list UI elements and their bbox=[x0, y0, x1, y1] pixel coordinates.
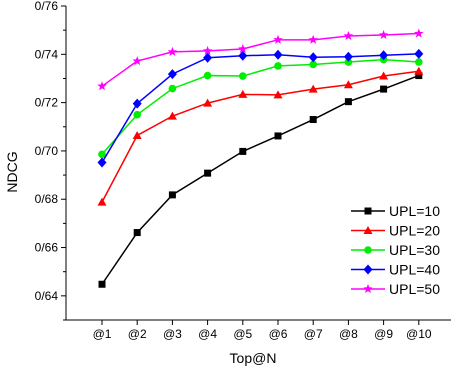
legend-item: UPL=30 bbox=[351, 242, 440, 258]
x-tick-label: @6 bbox=[269, 327, 288, 341]
legend-marker bbox=[364, 246, 372, 254]
legend-label: UPL=50 bbox=[389, 281, 440, 297]
x-tick-label: @2 bbox=[128, 327, 147, 341]
series-upl-50 bbox=[97, 28, 424, 91]
data-point bbox=[239, 72, 247, 80]
data-point bbox=[168, 191, 176, 199]
data-point bbox=[168, 84, 177, 93]
legend-item: UPL=50 bbox=[351, 281, 440, 297]
legend-label: UPL=40 bbox=[389, 262, 440, 278]
data-point bbox=[343, 30, 354, 40]
series-line bbox=[101, 58, 419, 155]
data-point bbox=[132, 98, 142, 109]
data-point bbox=[98, 150, 106, 159]
legend-label: UPL=30 bbox=[389, 242, 440, 258]
data-point bbox=[308, 84, 318, 93]
data-point bbox=[132, 130, 142, 139]
data-point bbox=[204, 169, 212, 177]
x-tick-label: @1 bbox=[93, 327, 112, 341]
y-tick-label: 0/74 bbox=[35, 47, 59, 61]
data-point bbox=[238, 50, 248, 61]
data-point bbox=[273, 49, 283, 60]
series-upl-20 bbox=[97, 66, 424, 206]
data-point bbox=[273, 34, 283, 44]
legend-item: UPL=20 bbox=[351, 223, 440, 239]
x-tick-label: @10 bbox=[406, 327, 432, 341]
data-point bbox=[273, 90, 283, 99]
data-point bbox=[239, 147, 247, 155]
data-point bbox=[203, 52, 213, 63]
x-tick-label: @5 bbox=[233, 327, 252, 341]
x-tick-label: @9 bbox=[374, 327, 393, 341]
x-tick-label: @4 bbox=[198, 327, 217, 341]
data-point bbox=[308, 34, 318, 44]
data-point bbox=[415, 72, 423, 80]
series-line bbox=[101, 74, 420, 285]
legend-label: UPL=10 bbox=[389, 203, 440, 219]
series-upl-10 bbox=[98, 72, 423, 288]
data-point bbox=[274, 62, 282, 70]
data-point bbox=[414, 66, 424, 75]
y-tick-label: 0/66 bbox=[35, 241, 59, 255]
data-point bbox=[132, 56, 142, 66]
series-line bbox=[101, 70, 419, 203]
data-point bbox=[203, 98, 213, 107]
data-point bbox=[343, 51, 353, 62]
legend-item: UPL=40 bbox=[351, 262, 440, 278]
data-point bbox=[308, 52, 318, 63]
data-point bbox=[238, 89, 248, 98]
y-tick-label: 0/64 bbox=[35, 289, 59, 303]
data-point bbox=[415, 58, 423, 66]
series-line bbox=[101, 32, 419, 87]
data-point bbox=[379, 71, 389, 80]
data-point bbox=[309, 116, 317, 124]
legend-marker bbox=[363, 284, 373, 294]
data-point bbox=[309, 60, 318, 69]
series-upl-30 bbox=[98, 55, 423, 159]
legend-item: UPL=10 bbox=[351, 203, 440, 219]
data-point bbox=[97, 157, 107, 168]
y-tick-label: 0/72 bbox=[35, 96, 59, 110]
data-point bbox=[344, 98, 352, 106]
chart-legend: UPL=10 UPL=20 UPL=30 UPL=40 UPL=50 bbox=[351, 203, 440, 297]
x-tick-label: @7 bbox=[304, 327, 323, 341]
series-upl-40 bbox=[97, 48, 424, 168]
legend-marker bbox=[364, 207, 372, 215]
data-point bbox=[202, 45, 213, 55]
data-point bbox=[133, 229, 141, 237]
data-point bbox=[414, 48, 424, 59]
y-tick-label: 0/68 bbox=[35, 192, 59, 206]
y-tick-label: 0/70 bbox=[35, 144, 59, 158]
x-axis-title: Top@N bbox=[230, 350, 277, 366]
data-point bbox=[274, 132, 282, 140]
data-point bbox=[97, 81, 107, 91]
data-point bbox=[380, 85, 388, 93]
chart-axes: 0/64 0/66 0/68 0/70 0/72 0/74 0/76 @1 @2 @3 @4 @5 @6… bbox=[35, 0, 451, 341]
series-layer bbox=[97, 28, 424, 288]
legend-label: UPL=20 bbox=[389, 223, 440, 239]
data-point bbox=[378, 29, 389, 40]
series-line bbox=[101, 53, 419, 163]
legend-marker bbox=[363, 226, 373, 234]
data-point bbox=[133, 110, 141, 119]
data-point bbox=[98, 280, 106, 288]
data-point bbox=[344, 58, 353, 66]
data-point bbox=[379, 50, 389, 61]
x-tick-label: @3 bbox=[163, 327, 182, 341]
data-point bbox=[238, 43, 248, 54]
y-axis-title: NDCG bbox=[4, 151, 20, 192]
legend-marker bbox=[363, 264, 373, 275]
data-point bbox=[414, 28, 424, 38]
data-point bbox=[167, 69, 177, 80]
y-tick-label: 0/76 bbox=[35, 0, 59, 13]
data-point bbox=[203, 71, 212, 80]
data-point bbox=[167, 111, 177, 120]
data-point bbox=[343, 80, 353, 89]
data-point bbox=[167, 46, 178, 56]
data-point bbox=[97, 197, 107, 206]
x-tick-label: @8 bbox=[339, 327, 358, 341]
